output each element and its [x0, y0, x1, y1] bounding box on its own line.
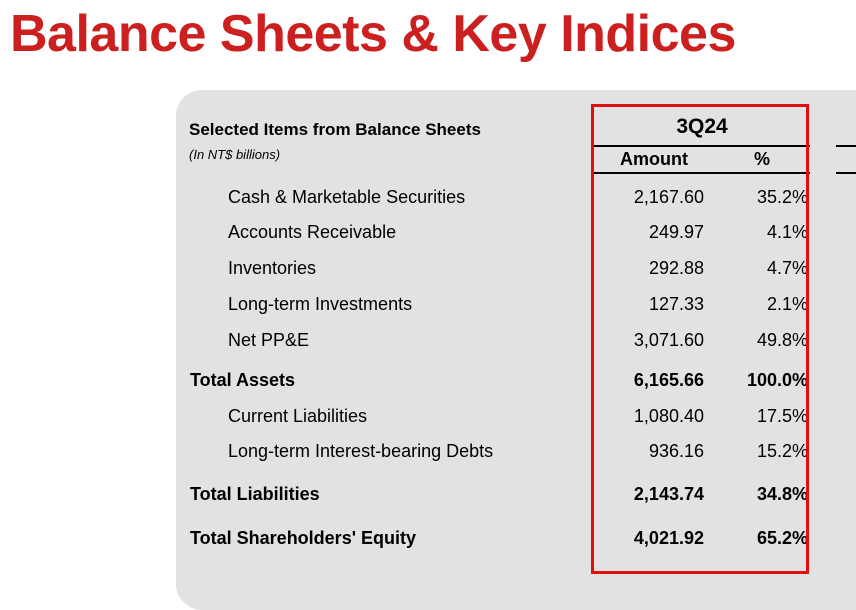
- row-label: Inventories: [228, 258, 317, 278]
- row-amount: 4,021.92: [633, 528, 704, 548]
- row-label: Accounts Receivable: [228, 222, 397, 242]
- table-row-total: Total Assets 6,165.66 100.0%: [0, 370, 856, 400]
- row-label: Current Liabilities: [228, 406, 368, 426]
- row-label: Cash & Marketable Securities: [228, 187, 466, 207]
- table-title: Selected Items from Balance Sheets: [189, 120, 481, 139]
- table-subtitle: (In NT$ billions): [189, 147, 281, 162]
- table-row-total: Total Liabilities 2,143.74 34.8%: [0, 484, 856, 514]
- table-row: Long-term Investments 127.33 2.1%: [0, 294, 856, 324]
- row-amount: 3,071.60: [633, 330, 704, 350]
- percent-column-header: %: [753, 149, 770, 169]
- table-row: Inventories 292.88 4.7%: [0, 258, 856, 288]
- period-header: 3Q24: [676, 115, 728, 138]
- row-amount: 249.97: [648, 222, 704, 242]
- row-percent: 100.0%: [746, 370, 808, 390]
- row-amount: 127.33: [648, 294, 704, 314]
- row-label: Total Assets: [190, 370, 296, 390]
- row-percent: 4.1%: [766, 222, 808, 242]
- row-percent: 34.8%: [756, 484, 808, 504]
- balance-sheet-panel: [176, 90, 856, 610]
- row-label: Net PP&E: [228, 330, 310, 350]
- row-percent: 15.2%: [756, 441, 808, 461]
- row-percent: 35.2%: [756, 187, 808, 207]
- row-percent: 17.5%: [756, 406, 808, 426]
- row-amount: 2,167.60: [633, 187, 704, 207]
- row-amount: 936.16: [648, 441, 704, 461]
- next-column-header-underline: [836, 172, 856, 174]
- next-period-underline: [836, 145, 856, 147]
- table-row-total: Total Shareholders' Equity 4,021.92 65.2…: [0, 528, 856, 558]
- table-row: Accounts Receivable 249.97 4.1%: [0, 222, 856, 252]
- row-amount: 1,080.40: [633, 406, 704, 426]
- table-row: Cash & Marketable Securities 2,167.60 35…: [0, 187, 856, 217]
- row-percent: 49.8%: [756, 330, 808, 350]
- row-amount: 6,165.66: [633, 370, 704, 390]
- row-amount: 2,143.74: [633, 484, 704, 504]
- row-percent: 4.7%: [766, 258, 808, 278]
- column-header-underline: [594, 172, 810, 174]
- table-row: Long-term Interest-bearing Debts 936.16 …: [0, 441, 856, 471]
- amount-column-header: Amount: [620, 149, 688, 169]
- row-label: Long-term Investments: [228, 294, 413, 314]
- page-title: Balance Sheets & Key Indices: [10, 5, 736, 63]
- row-percent: 2.1%: [766, 294, 808, 314]
- row-percent: 65.2%: [756, 528, 808, 548]
- table-row: Current Liabilities 1,080.40 17.5%: [0, 406, 856, 436]
- row-label: Long-term Interest-bearing Debts: [228, 441, 494, 461]
- table-row: Net PP&E 3,071.60 49.8%: [0, 330, 856, 360]
- period-underline: [594, 145, 810, 147]
- row-label: Total Shareholders' Equity: [190, 528, 416, 548]
- row-label: Total Liabilities: [190, 484, 320, 504]
- row-amount: 292.88: [648, 258, 704, 278]
